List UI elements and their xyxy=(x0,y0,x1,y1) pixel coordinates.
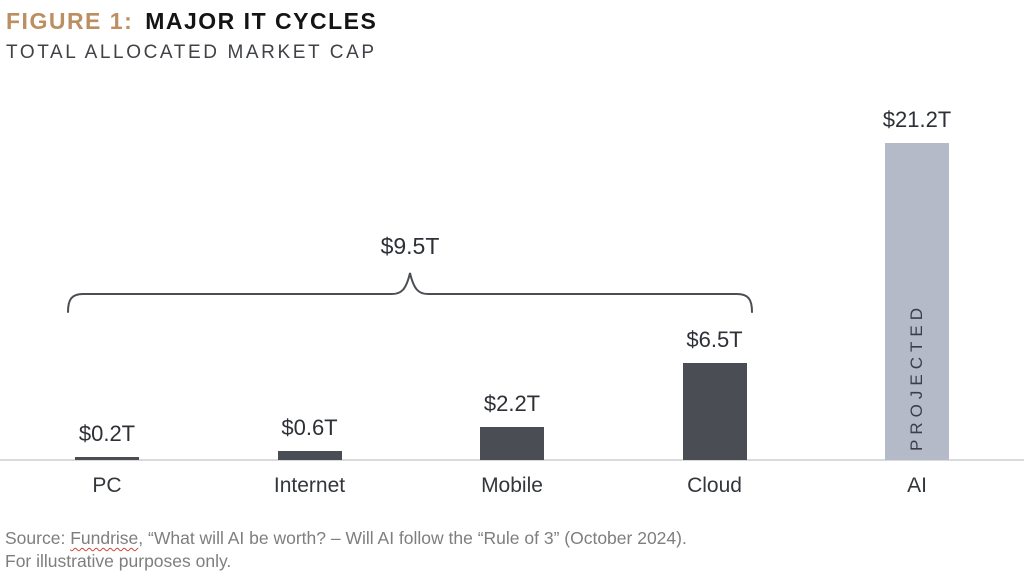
x-tick-label-mobile: Mobile xyxy=(481,474,543,497)
x-tick-label-pc: PC xyxy=(92,474,122,497)
bar-value-label-mobile: $2.2T xyxy=(483,391,541,416)
chart-header: FIGURE 1: MAJOR IT CYCLES TOTAL ALLOCATE… xyxy=(6,8,377,64)
brace-sum-label: $9.5T xyxy=(380,233,440,259)
x-tick-label-internet: Internet xyxy=(273,474,346,497)
x-tick-label-cloud: Cloud xyxy=(687,474,742,497)
bar-value-label-cloud: $6.5T xyxy=(686,327,743,352)
source-word-fundrise: Fundrise xyxy=(70,528,139,548)
source-line-2: For illustrative purposes only. xyxy=(5,551,232,571)
bar-mobile xyxy=(480,427,544,460)
source-rest: , “What will AI be worth? – Will AI foll… xyxy=(138,528,687,548)
title-line: FIGURE 1: MAJOR IT CYCLES xyxy=(6,8,377,35)
bar-ai: PROJECTED xyxy=(885,143,949,460)
bar-value-label-ai: $21.2T xyxy=(882,107,952,132)
x-axis-baseline xyxy=(0,459,1024,461)
page-title: MAJOR IT CYCLES xyxy=(145,8,378,34)
projected-label: PROJECTED xyxy=(907,303,926,451)
chart-subtitle: TOTAL ALLOCATED MARKET CAP xyxy=(6,42,377,63)
figure-label: FIGURE 1: xyxy=(6,8,134,34)
bar-internet xyxy=(277,451,342,460)
bar-value-label-pc: $0.2T xyxy=(78,421,136,446)
source-prefix: Source: xyxy=(5,528,71,548)
bar-value-label-internet: $0.6T xyxy=(281,415,338,440)
x-tick-label-ai: AI xyxy=(907,474,927,497)
brace-annotation xyxy=(67,272,753,313)
source-line-1: Source: Fundrise, “What will AI be worth… xyxy=(5,527,687,550)
source-note: Source: Fundrise, “What will AI be worth… xyxy=(5,527,687,573)
bar-cloud xyxy=(682,363,747,460)
bar-pc xyxy=(75,457,139,460)
